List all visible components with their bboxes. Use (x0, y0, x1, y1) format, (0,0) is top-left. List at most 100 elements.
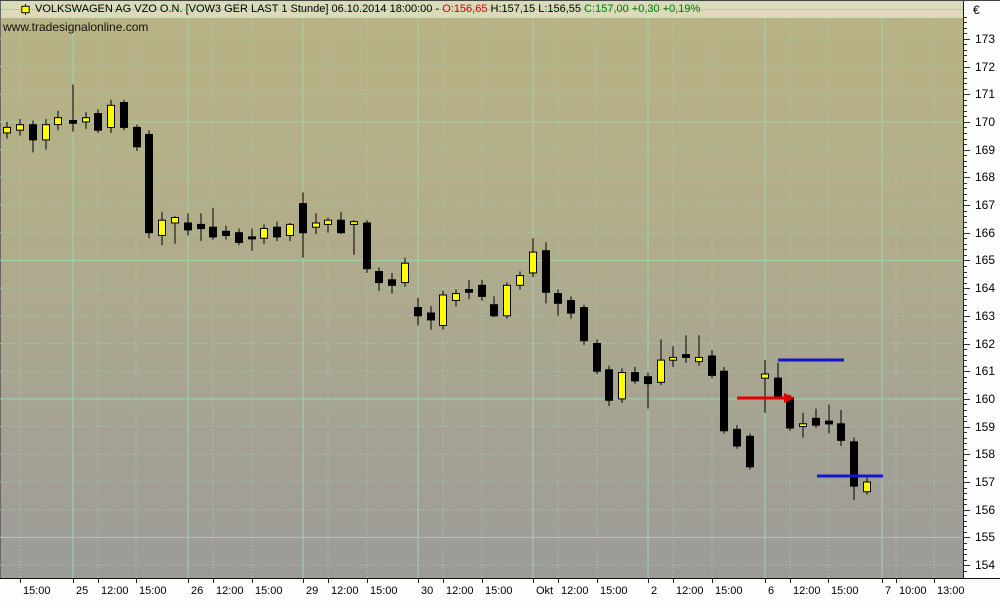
price-minor-tick (964, 44, 967, 46)
chart-title-bar: VOLKSWAGEN AG VZO O.N. [VOW3 GER LAST 1 … (0, 1, 963, 18)
time-tick (558, 579, 559, 583)
price-minor-tick (964, 277, 967, 278)
time-tick-label: 12:00 (216, 585, 244, 597)
candle (184, 222, 192, 231)
candle (863, 481, 871, 493)
price-major-tick (964, 232, 970, 234)
price-minor-tick (964, 470, 967, 472)
time-tick (482, 579, 483, 583)
price-minor-tick (964, 310, 967, 312)
time-tick-label: 25 (76, 585, 89, 597)
time-tick-label: Okt (536, 585, 554, 597)
time-tick (73, 579, 74, 583)
candle (708, 355, 716, 376)
candle (761, 373, 769, 379)
price-minor-tick (964, 110, 967, 112)
price-minor-tick (964, 249, 967, 251)
price-minor-tick (964, 559, 967, 561)
currency-label: € (973, 3, 980, 17)
price-minor-tick (964, 166, 967, 168)
red-arrow-head (784, 393, 795, 403)
price-major-tick (964, 260, 970, 262)
candle (158, 219, 166, 236)
price-minor-tick (964, 271, 967, 273)
price-tick-label: 167 (975, 198, 996, 212)
price-minor-tick (964, 160, 967, 162)
price-major-tick (964, 205, 970, 206)
price-major-tick (964, 288, 970, 290)
price-tick-label: 171 (975, 87, 996, 102)
price-tick-label: 161 (975, 364, 996, 379)
candle (786, 397, 794, 429)
price-minor-tick (964, 360, 967, 362)
candle (593, 343, 601, 372)
time-axis[interactable]: 15:00 25 12:00 15:00 26 12:00 15:00 29 12:00 15:0… (0, 578, 1000, 601)
price-minor-tick (964, 238, 967, 240)
candle (812, 417, 820, 426)
price-minor-tick (964, 88, 967, 90)
title-close-change-values: C:157,00 +0,30 +0,19% (584, 3, 701, 15)
time-tick (828, 579, 829, 583)
price-minor-tick (964, 338, 967, 339)
price-tick-label: 156 (975, 502, 996, 517)
title-high-low-values: H:157,15 L:156,55 (487, 3, 585, 15)
price-minor-tick (964, 188, 967, 190)
price-minor-tick (964, 415, 967, 417)
price-minor-tick (964, 210, 967, 212)
price-tick-label: 166 (975, 225, 996, 240)
price-tick-label: 157 (975, 475, 996, 489)
price-tick-label: 168 (975, 170, 996, 185)
candle (746, 435, 754, 468)
price-minor-tick (964, 465, 967, 467)
time-tick (303, 579, 304, 583)
candle (363, 222, 371, 270)
price-minor-tick (964, 349, 967, 350)
time-tick (213, 579, 214, 583)
time-tick (136, 579, 137, 583)
time-tick (673, 579, 674, 583)
price-minor-tick (964, 520, 967, 522)
candle (337, 219, 345, 234)
price-tick-label: 154 (975, 558, 996, 573)
time-tick-label: 6 (768, 585, 775, 597)
time-tick (533, 579, 534, 583)
candle (42, 124, 50, 141)
time-tick-label: 30 (421, 585, 434, 597)
price-axis[interactable]: € 173 172 171 170 169 168 167 166 165 164 163 162 16… (963, 1, 1000, 601)
candle (209, 226, 217, 238)
time-tick-label: 12:00 (331, 585, 359, 597)
time-tick (443, 579, 444, 583)
time-tick-label: 15:00 (23, 585, 51, 597)
candle (375, 271, 383, 284)
price-minor-tick (964, 304, 967, 306)
candle (69, 120, 77, 124)
price-minor-tick (964, 410, 967, 411)
candle (695, 356, 703, 363)
price-minor-tick (964, 354, 967, 356)
time-tick-label: 7 (885, 585, 892, 597)
price-minor-tick (964, 487, 967, 489)
candle (16, 124, 24, 131)
price-minor-tick (964, 254, 967, 256)
price-minor-tick (964, 171, 967, 173)
price-minor-tick (964, 116, 967, 118)
price-minor-tick (964, 77, 967, 79)
price-major-tick (964, 149, 970, 151)
price-minor-tick (964, 376, 967, 378)
price-minor-tick (964, 61, 967, 62)
price-minor-tick (964, 193, 967, 195)
price-minor-tick (964, 448, 967, 450)
price-minor-tick (964, 459, 967, 461)
price-tick-label: 155 (975, 530, 996, 545)
candle (312, 222, 320, 228)
candle (145, 133, 153, 234)
time-tick (765, 579, 766, 583)
time-tick (648, 579, 649, 583)
candle (490, 304, 498, 317)
time-tick (98, 579, 99, 583)
candle (529, 251, 537, 274)
candle (452, 293, 460, 302)
price-minor-tick (964, 227, 967, 229)
